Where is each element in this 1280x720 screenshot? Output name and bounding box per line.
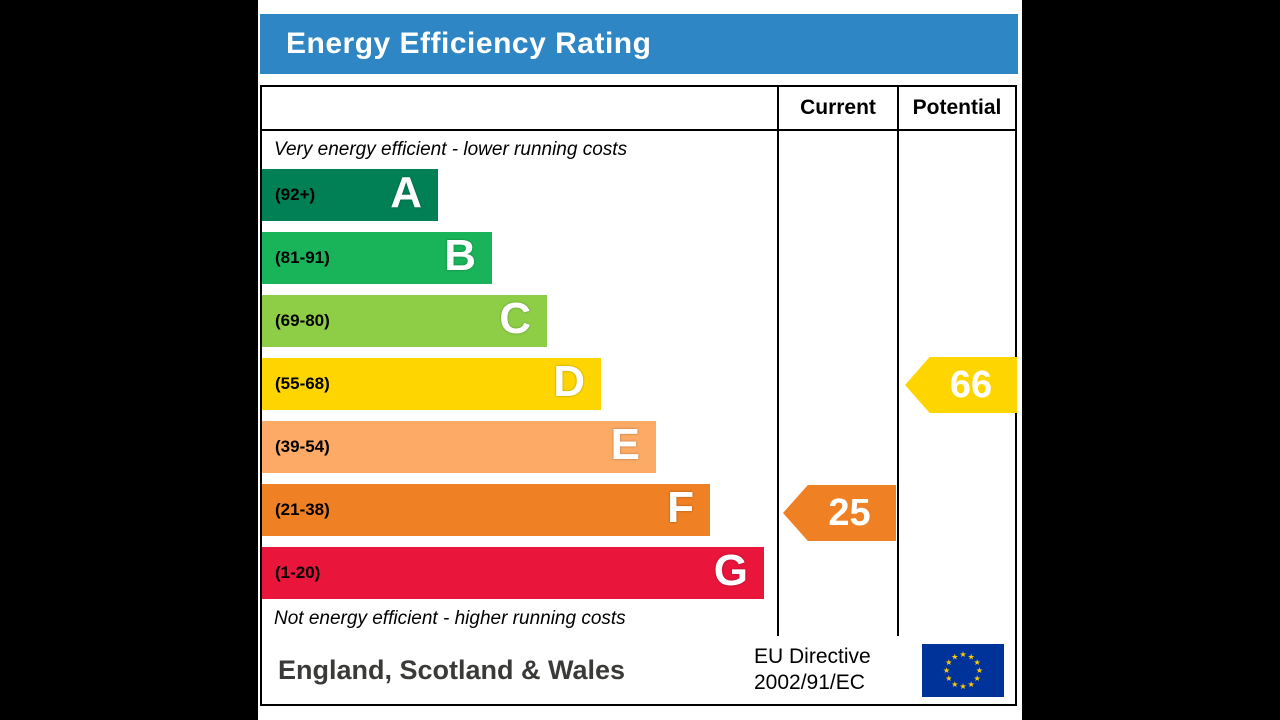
band-a-letter: A (390, 168, 422, 218)
svg-text:★: ★ (945, 674, 952, 683)
band-c: (69-80) C (262, 295, 547, 347)
svg-text:★: ★ (974, 674, 981, 683)
column-header-potential: Potential (912, 96, 1002, 119)
band-b-range: (81-91) (275, 248, 330, 267)
band-b: (81-91) B (262, 232, 492, 284)
band-g-range: (1-20) (275, 563, 321, 582)
rating-table: Current Potential Very energy efficient … (260, 85, 1017, 640)
svg-text:★: ★ (945, 658, 952, 667)
svg-text:★: ★ (968, 680, 975, 689)
eu-directive-line1: EU Directive (754, 645, 871, 668)
svg-text:★: ★ (968, 652, 975, 661)
potential-rating-value: 66 (949, 363, 993, 406)
current-column-divider (777, 87, 779, 638)
band-c-range: (69-80) (275, 311, 330, 330)
svg-text:★: ★ (951, 652, 958, 661)
current-rating-arrow: 25 (783, 485, 896, 541)
band-e-range: (39-54) (275, 437, 330, 456)
band-d-letter: D (553, 357, 585, 407)
band-e: (39-54) E (262, 421, 656, 473)
chart-panel: Energy Efficiency Rating Current Potenti… (258, 0, 1022, 720)
eu-directive-line2: 2002/91/EC (754, 671, 865, 694)
header-divider (262, 129, 1015, 131)
potential-column-divider (897, 87, 899, 638)
band-a: (92+) A (262, 169, 438, 221)
band-f-range: (21-38) (275, 500, 330, 519)
band-d: (55-68) D (262, 358, 601, 410)
band-b-letter: B (444, 231, 476, 281)
svg-text:★: ★ (951, 680, 958, 689)
band-g: (1-20) G (262, 547, 764, 599)
chart-title-bar: Energy Efficiency Rating (260, 14, 1018, 74)
band-d-range: (55-68) (275, 374, 330, 393)
eu-directive-label: EU Directive 2002/91/EC (754, 644, 871, 696)
svg-text:★: ★ (959, 650, 966, 659)
band-c-letter: C (499, 294, 531, 344)
footer: England, Scotland & Wales EU Directive 2… (260, 636, 1017, 706)
svg-text:★: ★ (976, 666, 983, 675)
band-a-range: (92+) (275, 185, 316, 204)
region-label: England, Scotland & Wales (278, 655, 626, 685)
potential-rating-arrow: 66 (905, 357, 1017, 413)
svg-text:★: ★ (943, 666, 950, 675)
current-rating-value: 25 (828, 491, 871, 534)
band-f-letter: F (667, 483, 694, 533)
svg-text:★: ★ (959, 682, 966, 691)
svg-text:★: ★ (974, 658, 981, 667)
band-g-letter: G (713, 546, 748, 596)
page-title: Energy Efficiency Rating (286, 27, 652, 60)
bottom-note: Not energy efficient - higher running co… (274, 608, 626, 629)
band-f: (21-38) F (262, 484, 710, 536)
band-e-letter: E (610, 420, 640, 470)
top-note: Very energy efficient - lower running co… (274, 139, 628, 160)
bands-area: Very energy efficient - lower running co… (262, 131, 777, 638)
column-header-current: Current (800, 96, 876, 119)
eu-flag: ★ ★ ★ ★ ★ ★ ★ ★ ★ ★ ★ ★ (922, 644, 1004, 697)
